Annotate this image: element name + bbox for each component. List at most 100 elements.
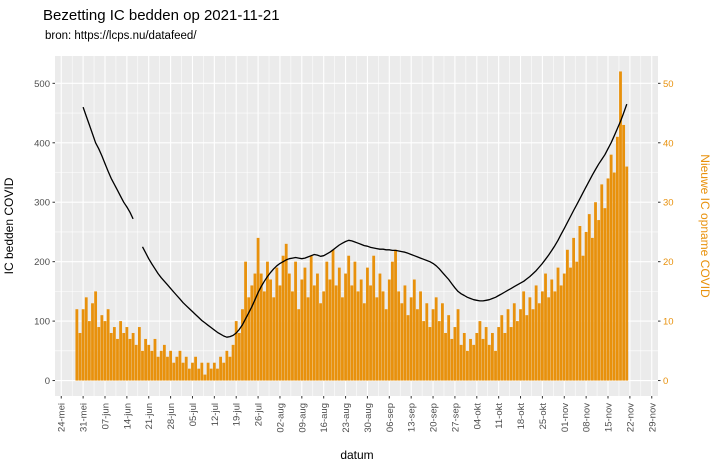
- bar: [466, 350, 469, 381]
- bar: [294, 261, 297, 381]
- bar: [434, 297, 438, 381]
- bar: [572, 237, 576, 381]
- bar: [391, 261, 394, 381]
- line-segment: [82, 106, 134, 220]
- line-segment: [141, 103, 628, 338]
- bar: [506, 309, 510, 381]
- x-tick-label: 20-sep: [429, 403, 440, 432]
- bar: [569, 267, 572, 381]
- x-tick-label: 18-okt: [516, 403, 527, 430]
- x-tick-label: 29-nov: [647, 403, 658, 432]
- bar: [437, 321, 441, 381]
- x-tick-label: 27-sep: [450, 403, 461, 432]
- bar: [597, 220, 601, 381]
- bar: [341, 297, 344, 381]
- bar: [537, 303, 541, 381]
- bar: [116, 338, 119, 381]
- x-tick-label: 12-jul: [210, 403, 221, 426]
- bar: [75, 309, 79, 381]
- bar: [106, 309, 110, 381]
- bar: [550, 279, 554, 381]
- bar: [444, 332, 447, 381]
- bar: [334, 285, 338, 381]
- bar: [381, 291, 385, 381]
- bar: [487, 344, 491, 381]
- bar: [412, 279, 416, 381]
- x-tick-label: 30-aug: [363, 403, 374, 433]
- bar: [590, 237, 594, 381]
- y-tick-label-right: 20: [663, 257, 674, 268]
- bar: [209, 368, 213, 381]
- bar: [272, 297, 276, 381]
- bar: [378, 273, 382, 381]
- bar: [269, 279, 272, 381]
- x-tick-label: 04-okt: [472, 403, 483, 430]
- bar: [181, 362, 185, 381]
- bar: [128, 338, 132, 381]
- bar: [575, 261, 579, 381]
- x-tick-label: 02-aug: [275, 403, 286, 433]
- bar: [125, 327, 129, 381]
- bar: [581, 255, 585, 381]
- bar: [362, 303, 366, 381]
- bar: [472, 344, 476, 381]
- bar: [259, 273, 263, 381]
- bar: [540, 291, 544, 381]
- bar: [369, 285, 372, 381]
- bar: [375, 297, 379, 381]
- bar: [359, 279, 363, 381]
- bar: [216, 368, 219, 381]
- x-tick-label: 06-sep: [385, 403, 396, 432]
- bar: [366, 267, 369, 381]
- x-tick-label: 01-nov: [560, 403, 571, 432]
- bar: [503, 332, 507, 381]
- bar: [119, 321, 123, 381]
- y-tick-label-left: 0: [45, 376, 50, 387]
- bar: [519, 309, 522, 381]
- bar: [316, 273, 319, 381]
- bar: [556, 267, 560, 381]
- bar: [625, 166, 629, 381]
- bar: [565, 249, 569, 381]
- bar: [319, 303, 322, 381]
- bar: [353, 261, 357, 381]
- bar: [78, 332, 82, 381]
- bar: [159, 350, 163, 381]
- y-tick-label-right: 40: [663, 138, 674, 149]
- bar: [275, 267, 279, 381]
- x-tick-label: 24-mei: [57, 403, 68, 432]
- x-tick-label: 25-okt: [538, 403, 549, 430]
- x-tick-label: 31-mei: [79, 403, 90, 432]
- bar: [500, 315, 504, 381]
- bar: [516, 321, 519, 381]
- bar: [328, 279, 332, 381]
- bar: [606, 178, 610, 381]
- bar: [347, 255, 351, 381]
- bar: [137, 327, 141, 381]
- bar: [212, 362, 216, 381]
- bar: [509, 327, 513, 381]
- bar: [459, 344, 463, 381]
- bar: [187, 368, 191, 381]
- bar: [147, 344, 151, 381]
- x-tick-label: 23-aug: [341, 403, 352, 433]
- bar: [197, 368, 201, 381]
- bar: [478, 321, 482, 381]
- bar: [356, 291, 360, 381]
- bar: [428, 327, 432, 381]
- bar: [594, 202, 597, 381]
- bar: [234, 321, 238, 381]
- x-tick-label: 15-nov: [604, 403, 615, 432]
- bar: [134, 344, 138, 381]
- admissions-bars: [75, 71, 629, 381]
- bar: [419, 291, 422, 381]
- bar: [103, 321, 107, 381]
- bar: [344, 273, 347, 381]
- bar: [447, 315, 451, 381]
- bar: [191, 362, 194, 381]
- bar: [619, 71, 622, 381]
- bar: [403, 285, 407, 381]
- bar: [247, 297, 251, 381]
- bar: [194, 356, 197, 381]
- y-tick-label-right: 50: [663, 79, 674, 90]
